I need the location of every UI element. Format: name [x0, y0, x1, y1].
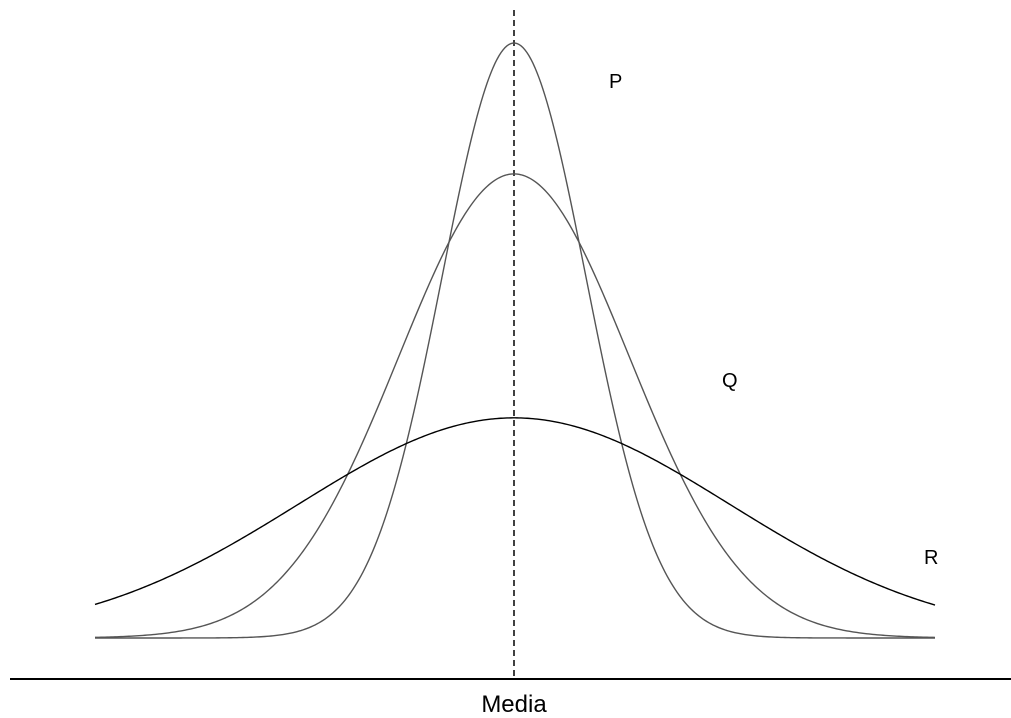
curve-label-r: R: [924, 547, 938, 569]
curve-p: [95, 42, 935, 639]
curve-r: [94, 417, 936, 606]
curve-label-p: P: [609, 71, 622, 93]
axis-label-media: Media: [481, 691, 547, 718]
curve-label-q: Q: [722, 370, 738, 392]
curve-q: [94, 173, 936, 639]
